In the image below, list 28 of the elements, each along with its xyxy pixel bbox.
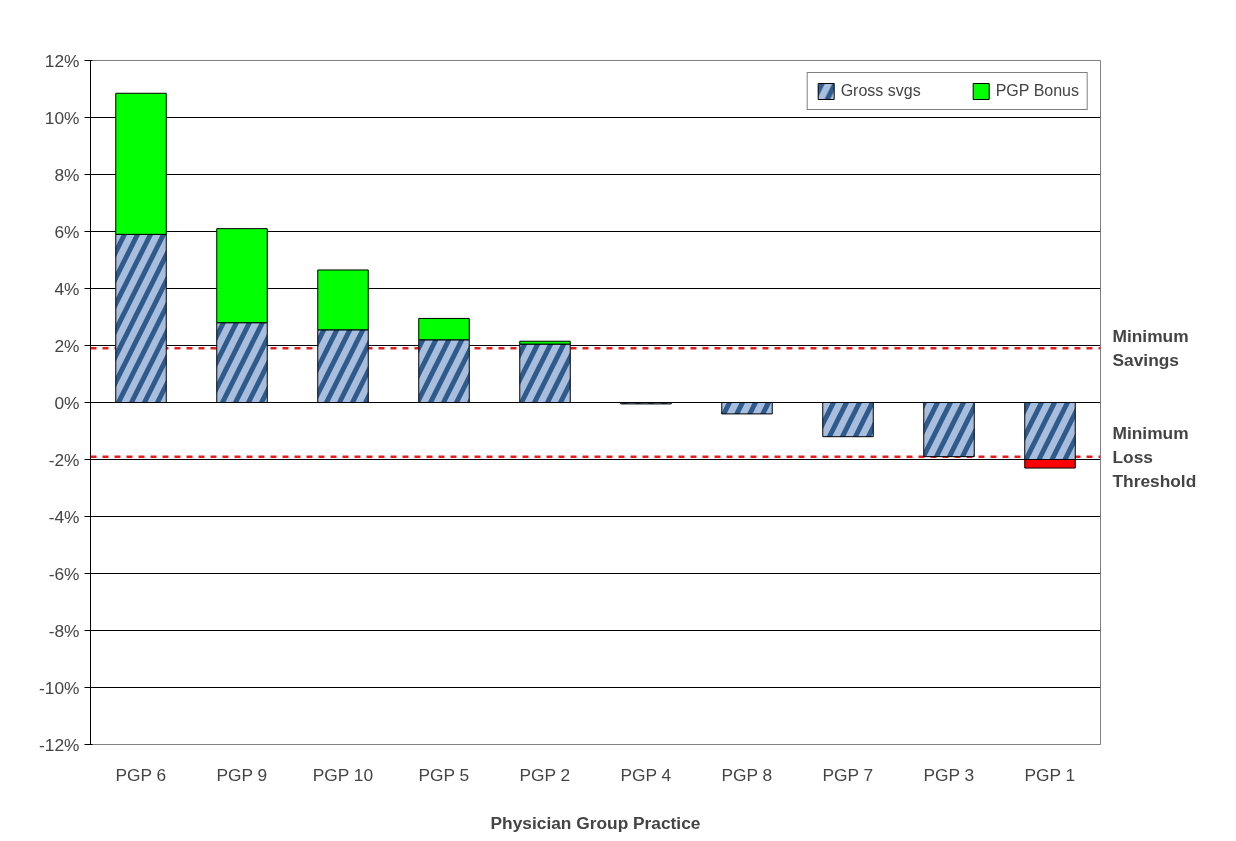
y-tick-label: -10% [39, 677, 80, 698]
y-tick-label: 8% [54, 164, 80, 185]
x-tick-label: PGP 1 [1024, 764, 1076, 785]
y-tick-label: -2% [48, 449, 80, 470]
x-tick-label: PGP 4 [620, 764, 672, 785]
y-tick-label: 12% [44, 50, 80, 71]
legend-label: Gross svgs [840, 82, 921, 100]
x-tick-label: PGP 7 [822, 764, 874, 785]
y-tick-label: 2% [54, 335, 80, 356]
y-tick-label: 10% [44, 107, 80, 128]
y-tick-label: -12% [39, 734, 80, 755]
x-tick-label: PGP 6 [115, 764, 167, 785]
y-tick-label: -4% [48, 506, 80, 527]
x-axis-title: Physician Group Practice [490, 812, 701, 833]
y-tick-label: -8% [48, 620, 80, 641]
x-tick-label: PGP 5 [418, 764, 470, 785]
ref-line-label: Minimum Loss Threshold [1112, 422, 1197, 491]
legend-label: PGP Bonus [995, 82, 1079, 100]
y-tick-label: 0% [54, 392, 80, 413]
y-tick-label: -6% [48, 563, 80, 584]
y-tick-label: 6% [54, 221, 80, 242]
x-tick-label: PGP 9 [216, 764, 268, 785]
ref-line-label: Minimum Savings [1112, 326, 1189, 371]
x-tick-label: PGP 3 [923, 764, 975, 785]
y-tick-label: 4% [54, 278, 80, 299]
x-tick-label: PGP 10 [312, 764, 374, 785]
x-tick-label: PGP 2 [519, 764, 571, 785]
x-tick-label: PGP 8 [721, 764, 773, 785]
